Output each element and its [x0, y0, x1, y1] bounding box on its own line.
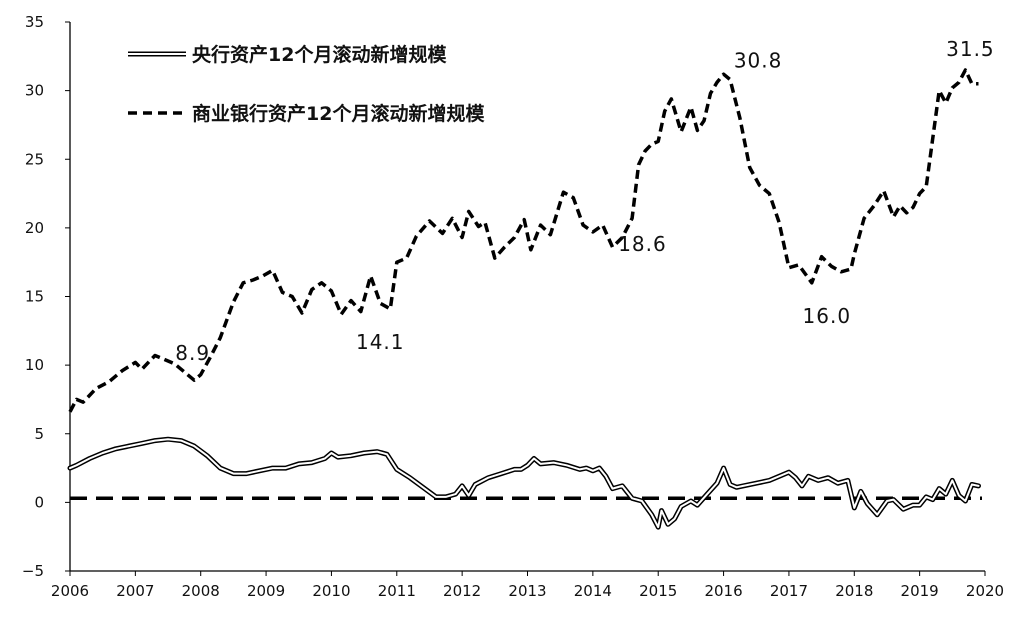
- x-tick-label: 2011: [378, 582, 416, 600]
- x-tick-label: 2016: [704, 582, 742, 600]
- x-tick-label: 2009: [247, 582, 285, 600]
- legend-item-central-bank: 央行资产12个月滚动新增规模: [128, 43, 447, 66]
- data-annotation: 16.0: [803, 304, 852, 328]
- data-annotation: 14.1: [356, 330, 405, 354]
- x-tick-label: 2018: [835, 582, 873, 600]
- y-tick-label: 30: [25, 82, 44, 100]
- series-lines: [67, 68, 982, 530]
- x-tick-label: 2014: [574, 582, 612, 600]
- x-tick-label: 2006: [51, 582, 89, 600]
- legend: 央行资产12个月滚动新增规模 商业银行资产12个月滚动新增规模: [128, 43, 485, 125]
- series-line-central-bank-inner: [69, 438, 980, 529]
- x-axis-ticks: 2006 2007 2008 2009 2010 2011 2012 2013 2014 2015…: [51, 571, 1004, 600]
- y-tick-label: 35: [25, 13, 44, 31]
- data-annotation: 18.6: [618, 232, 667, 256]
- legend-label-commercial-banks: 商业银行资产12个月滚动新增规模: [192, 102, 485, 125]
- annotations: 8.9 14.1 18.6 30.8 16.0 31.5: [175, 37, 995, 365]
- data-annotation: 30.8: [734, 49, 783, 73]
- y-tick-label: 20: [25, 219, 44, 237]
- x-tick-label: 2008: [182, 582, 220, 600]
- x-tick-label: 2007: [116, 582, 154, 600]
- series-line-central-bank-outer: [67, 436, 981, 530]
- x-tick-label: 2020: [966, 582, 1004, 600]
- y-tick-label: 10: [25, 356, 44, 374]
- x-tick-label: 2013: [508, 582, 546, 600]
- x-tick-label: 2017: [770, 582, 808, 600]
- y-tick-label: −5: [22, 562, 44, 580]
- x-tick-label: 2012: [443, 582, 481, 600]
- legend-item-commercial-banks: 商业银行资产12个月滚动新增规模: [128, 102, 485, 125]
- y-axis-ticks: 35 30 25 20 15 10 5 0 −5: [22, 13, 70, 580]
- series-line-commercial-banks: [68, 68, 979, 413]
- x-tick-label: 2019: [901, 582, 939, 600]
- y-tick-label: 25: [25, 150, 44, 168]
- data-annotation: 31.5: [946, 37, 995, 61]
- legend-label-central-bank: 央行资产12个月滚动新增规模: [192, 43, 447, 66]
- x-tick-label: 2010: [312, 582, 350, 600]
- x-tick-label: 2015: [639, 582, 677, 600]
- y-tick-label: 15: [25, 288, 44, 306]
- y-tick-label: 5: [34, 425, 44, 443]
- y-tick-label: 0: [34, 493, 44, 511]
- data-annotation: 8.9: [175, 341, 210, 365]
